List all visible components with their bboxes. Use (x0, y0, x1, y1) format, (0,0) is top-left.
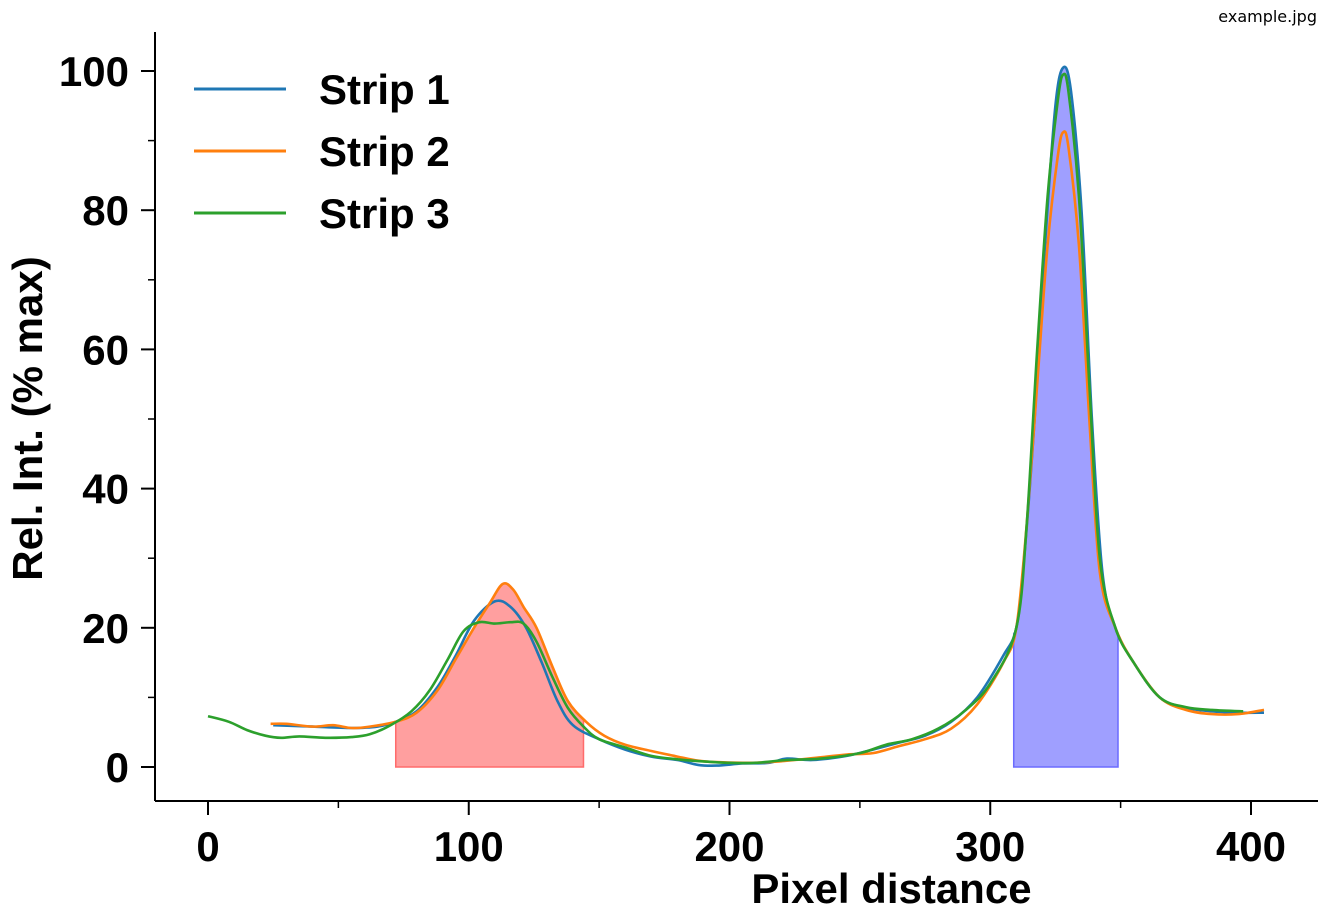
series-lines (207, 65, 1265, 768)
image-filename-label: example.jpg (1218, 7, 1317, 26)
legend-label-1: Strip 1 (319, 66, 450, 113)
legend-label-2: Strip 2 (319, 128, 450, 175)
x-tick-label: 200 (694, 823, 764, 870)
shaded-regions (394, 66, 1119, 768)
x-tick-label: 300 (955, 823, 1025, 870)
legend-label-3: Strip 3 (319, 190, 450, 237)
x-tick-label: 400 (1216, 823, 1286, 870)
series-line-3 (207, 72, 1244, 765)
shaded-region-2 (1012, 66, 1119, 768)
x-axis-title: Pixel distance (751, 865, 1031, 912)
y-tick-label: 0 (106, 744, 129, 791)
y-tick-label: 60 (82, 326, 129, 373)
legend: Strip 1 Strip 2 Strip 3 (194, 66, 450, 237)
y-tick-label: 20 (82, 605, 129, 652)
y-tick-label: 100 (59, 48, 129, 95)
y-tick-label: 80 (82, 187, 129, 234)
y-tick-label: 40 (82, 466, 129, 513)
axes: 0 100 200 300 400 0 20 40 60 80 100 Pixel distance R… (4, 32, 1318, 912)
y-axis-title: Rel. Int. (% max) (4, 256, 51, 580)
x-tick-label: 100 (434, 823, 504, 870)
x-tick-label: 0 (196, 823, 219, 870)
